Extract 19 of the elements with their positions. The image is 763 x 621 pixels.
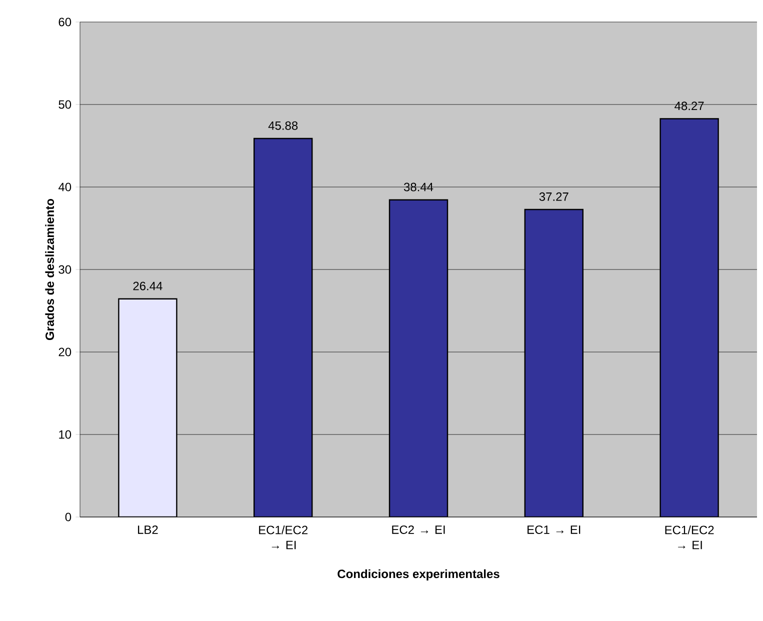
x-tick-label: EC1/EC2 → EI: [259, 525, 308, 550]
x-axis-title: Condiciones experimentales: [338, 569, 500, 581]
y-tick-label: 20: [58, 348, 72, 356]
data-label: 37.27: [539, 192, 568, 201]
y-tick-label: 10: [59, 430, 72, 439]
y-axis-title: Grados de deslizamiento: [45, 198, 54, 340]
x-tick-label: EC1/EC2 → EI: [665, 525, 714, 550]
x-tick-label: EC2 → EI: [392, 525, 445, 534]
data-label: 45.88: [268, 121, 298, 130]
y-tick-label: 60: [58, 18, 72, 26]
y-tick-label: 50: [58, 100, 72, 109]
y-tick-label: 40: [58, 182, 72, 192]
x-tick-label: EC1 → EI: [528, 525, 580, 534]
y-tick-label: 30: [58, 265, 72, 274]
data-label: 48.27: [674, 102, 704, 110]
data-label: 38.44: [404, 182, 434, 192]
x-tick-label: LB2: [138, 525, 158, 534]
y-tick-label: 0: [65, 512, 72, 522]
data-label: 26.44: [133, 282, 162, 290]
